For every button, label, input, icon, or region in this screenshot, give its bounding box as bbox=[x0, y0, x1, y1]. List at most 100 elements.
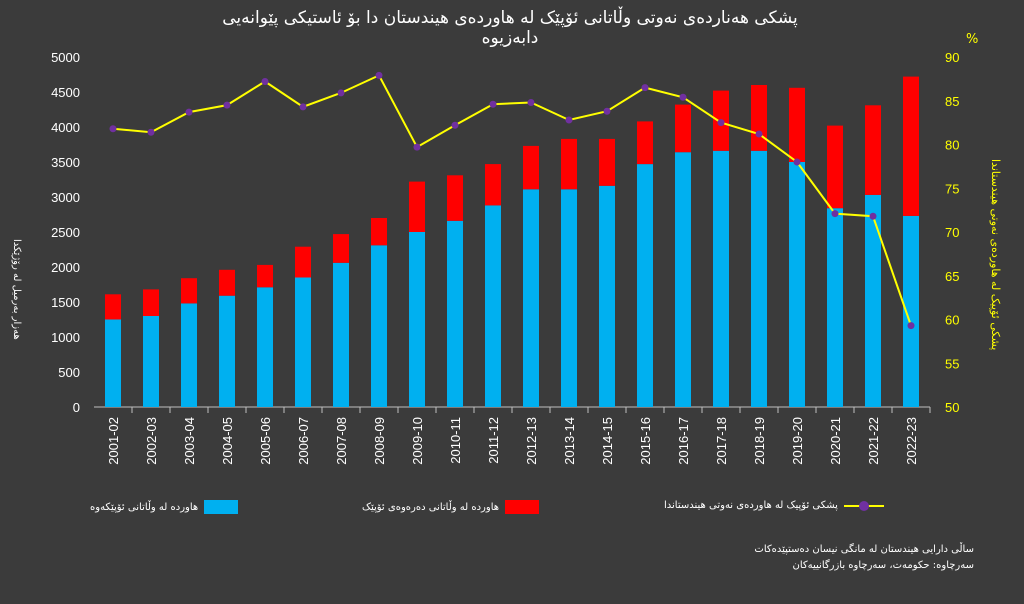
share-point bbox=[527, 99, 535, 106]
bar-opec bbox=[599, 185, 615, 407]
x-tick-label: 2009-10 bbox=[410, 417, 425, 465]
y-left-tick-label: 1500 bbox=[51, 295, 80, 310]
y-right-tick-label: 80 bbox=[945, 138, 959, 153]
y-left-tick-label: 1000 bbox=[51, 330, 80, 345]
share-point bbox=[451, 121, 459, 129]
share-point bbox=[717, 119, 725, 127]
bar-opec bbox=[447, 220, 463, 407]
bar-nonopec bbox=[789, 87, 805, 162]
bar-opec bbox=[903, 215, 919, 407]
y-right-tick-label: 65 bbox=[945, 269, 959, 284]
bar-nonopec bbox=[637, 121, 653, 165]
x-tick-label: 2008-09 bbox=[372, 417, 387, 465]
x-tick-label: 2013-14 bbox=[562, 417, 577, 465]
share-line bbox=[112, 74, 912, 326]
y-left-tick-label: 5000 bbox=[51, 50, 80, 65]
x-tick-label: 2014-15 bbox=[600, 417, 615, 465]
x-tick-label: 2017-18 bbox=[714, 417, 729, 465]
bar-opec bbox=[561, 189, 577, 407]
legend-share-label: پشکی ئۆپیک لە هاوردەی نەوتی هیندستاندا bbox=[664, 500, 838, 511]
y-left-tick-label: 0 bbox=[73, 400, 80, 415]
bar-nonopec bbox=[333, 234, 349, 263]
x-tick-label: 2019-20 bbox=[790, 417, 805, 465]
share-point bbox=[299, 103, 307, 111]
percent-unit-label: % bbox=[966, 32, 979, 47]
x-tick-label: 2018-19 bbox=[752, 417, 767, 465]
x-tick-label: 2004-05 bbox=[220, 417, 235, 465]
bar-nonopec bbox=[523, 145, 539, 190]
bar-nonopec bbox=[865, 105, 881, 195]
bar-opec bbox=[865, 194, 881, 407]
legend-nonopec: هاوردە لە وڵاتانی دەرەوەی ئۆپێک bbox=[362, 500, 540, 514]
legend-opec-swatch bbox=[204, 500, 239, 514]
legend-opec-label: هاوردە لە وڵاتانی ئۆپێکەوە bbox=[90, 501, 199, 513]
y-left-tick-label: 3000 bbox=[51, 190, 80, 205]
bar-nonopec bbox=[257, 264, 273, 288]
legend-share: پشکی ئۆپیک لە هاوردەی نەوتی هیندستاندا bbox=[664, 500, 884, 511]
note-source: سەرچاوە: حکومەت، سەرچاوە بازرگانییەکان bbox=[792, 560, 975, 571]
y-left-tick-label: 2500 bbox=[51, 225, 80, 240]
bar-nonopec bbox=[219, 269, 235, 296]
share-point bbox=[185, 108, 193, 116]
bar-nonopec bbox=[751, 85, 767, 151]
bar-nonopec bbox=[409, 181, 425, 232]
note-fiscal-year: ساڵی دارایی هیندستان لە مانگی نیسان دەست… bbox=[754, 544, 974, 555]
y-left-tick-label: 4500 bbox=[51, 85, 80, 100]
bar-nonopec bbox=[903, 76, 919, 216]
bar-opec bbox=[371, 245, 387, 407]
y-left-tick-label: 500 bbox=[58, 365, 80, 380]
bar-nonopec bbox=[561, 138, 577, 190]
share-point bbox=[755, 130, 763, 138]
bar-nonopec bbox=[371, 218, 387, 246]
bar-opec bbox=[751, 150, 767, 408]
x-tick-label: 2010-11 bbox=[448, 417, 463, 464]
bar-opec bbox=[713, 150, 729, 408]
bar-nonopec bbox=[105, 294, 121, 320]
share-point bbox=[641, 84, 649, 92]
bar-opec bbox=[827, 208, 843, 407]
y-right-tick-label: 60 bbox=[945, 313, 959, 328]
y-right-tick-label: 90 bbox=[945, 50, 959, 65]
y-left-tick-label: 3500 bbox=[51, 155, 80, 170]
bar-opec bbox=[295, 277, 311, 407]
bar-opec bbox=[675, 152, 691, 407]
bar-nonopec bbox=[447, 175, 463, 221]
bar-opec bbox=[409, 232, 425, 407]
bar-opec bbox=[485, 205, 501, 407]
y-right-tick-label: 50 bbox=[945, 400, 959, 415]
x-tick-label: 2020-21 bbox=[828, 417, 843, 465]
bar-nonopec bbox=[599, 138, 615, 186]
chart-title: پشکی هەناردەی نەوتی وڵاتانی ئۆپێک لە هاو… bbox=[222, 8, 798, 48]
y-axis-left-title: هەزار بەرمیل لە رۆژێکدا bbox=[11, 239, 22, 340]
x-tick-label: 2003-04 bbox=[182, 417, 197, 465]
legend-nonopec-label: هاوردە لە وڵاتانی دەرەوەی ئۆپێک bbox=[362, 501, 500, 513]
bar-opec bbox=[789, 162, 805, 407]
x-tick-label: 2022-23 bbox=[904, 417, 919, 465]
share-point bbox=[147, 128, 155, 136]
share-point bbox=[831, 210, 839, 218]
bar-nonopec bbox=[143, 289, 159, 316]
bar-nonopec bbox=[181, 278, 197, 304]
share-point bbox=[679, 93, 687, 101]
share-point bbox=[261, 78, 269, 85]
bar-nonopec bbox=[485, 164, 501, 206]
bar-opec bbox=[637, 164, 653, 407]
x-tick-label: 2012-13 bbox=[524, 417, 539, 465]
legend-nonopec-swatch bbox=[505, 500, 540, 514]
bar-opec bbox=[333, 262, 349, 407]
x-tick-label: 2006-07 bbox=[296, 417, 311, 465]
x-tick-label: 2015-16 bbox=[638, 417, 653, 465]
bar-opec bbox=[105, 319, 121, 407]
bar-opec bbox=[181, 303, 197, 407]
share-point bbox=[565, 116, 573, 124]
bar-nonopec bbox=[675, 104, 691, 153]
share-point bbox=[375, 71, 383, 79]
y-left-tick-label: 4000 bbox=[51, 120, 80, 135]
share-point bbox=[489, 100, 497, 108]
y-right-tick-label: 55 bbox=[945, 356, 959, 371]
x-tick-label: 2011-12 bbox=[486, 417, 501, 464]
bar-opec bbox=[523, 189, 539, 407]
x-tick-label: 2007-08 bbox=[334, 417, 349, 465]
